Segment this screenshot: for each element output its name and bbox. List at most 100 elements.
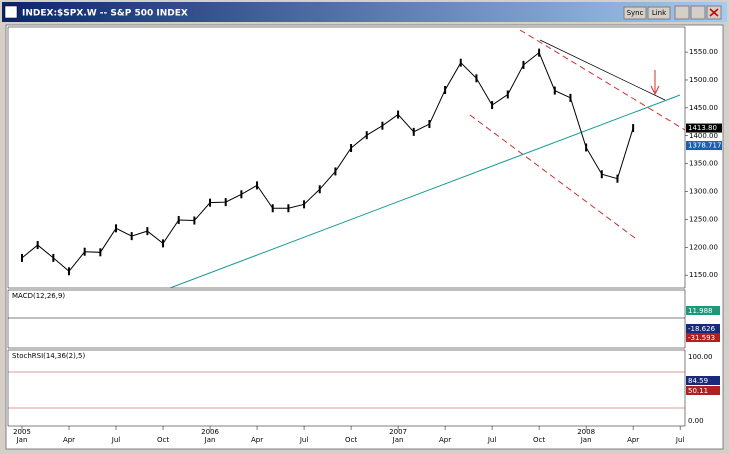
x-tick-label: Jul (675, 436, 685, 444)
y-tick-label: 1550.00 (689, 48, 718, 56)
price-bar (381, 121, 384, 130)
year-label: 2008 (577, 428, 595, 436)
price-bar (600, 170, 603, 179)
price-bar (303, 200, 306, 209)
price-bar (569, 93, 572, 102)
price-bar (83, 247, 86, 256)
y-tick-label: 1450.00 (689, 104, 718, 112)
x-tick-label: Apr (439, 436, 451, 444)
price-bar (538, 48, 541, 57)
price-bar (193, 216, 196, 225)
x-tick-label: Apr (251, 436, 263, 444)
stoch-value: 100.00 (688, 353, 713, 361)
y-tick-label: 1350.00 (689, 160, 718, 168)
price-bar (459, 58, 462, 67)
price-line (21, 51, 634, 272)
x-tick-label: Oct (533, 436, 545, 444)
stoch-title: StochRSI(14,36(2),5) (12, 352, 85, 360)
price-bar (475, 74, 478, 83)
x-tick-label: Jan (16, 436, 28, 444)
macd-pane (7, 289, 686, 349)
x-tick-label: Jul (299, 436, 309, 444)
channel-line (519, 29, 686, 131)
price-bar (522, 60, 525, 69)
sync-button[interactable] (623, 6, 647, 20)
price-bar (287, 204, 290, 213)
minimize-button[interactable] (674, 5, 690, 20)
stoch-value: 0.00 (688, 417, 704, 425)
close-icon (709, 8, 719, 17)
y-tick-label: 1200.00 (689, 243, 718, 251)
x-tick-label: Apr (63, 436, 75, 444)
price-bar (350, 144, 353, 153)
value-box (686, 386, 720, 395)
price-bar (632, 124, 635, 133)
link-label[interactable]: Link (652, 9, 667, 17)
price-bar (553, 86, 556, 95)
macd-value: -18.626 (688, 325, 716, 333)
last-value: 1413.80 (688, 124, 717, 132)
x-tick-label: Apr (627, 436, 639, 444)
price-bar (68, 267, 71, 276)
stoch-value: 84.59 (688, 377, 708, 385)
last-value-box (686, 123, 722, 133)
x-tick-label: Jan (204, 436, 216, 444)
sync-label[interactable]: Sync (627, 9, 644, 17)
price-bar (115, 224, 118, 233)
macd-value: 11.988 (688, 307, 713, 315)
stoch-value: 50.11 (688, 387, 708, 395)
price-bar (162, 239, 165, 248)
price-bar (36, 241, 39, 250)
price-bar (209, 198, 212, 207)
macd-title: MACD(12,26,9) (12, 292, 65, 300)
maximize-button[interactable] (690, 5, 706, 20)
window-title: INDEX:$SPX.W -- S&P 500 INDEX (22, 9, 188, 19)
price-bar (444, 86, 447, 95)
ma-value: 1378.717 (688, 142, 721, 150)
arrow (650, 70, 660, 96)
value-box (686, 306, 720, 315)
year-label: 2007 (389, 428, 407, 436)
price-bar (585, 143, 588, 152)
link-button[interactable] (647, 6, 671, 20)
price-bar (491, 101, 494, 110)
value-box (686, 333, 720, 342)
ma-value-box (686, 141, 722, 151)
macd-value: -31.593 (688, 334, 715, 342)
x-tick-label: Oct (157, 436, 169, 444)
price-pane (7, 26, 686, 289)
price-bar (318, 185, 321, 194)
price-bar (130, 232, 133, 241)
x-tick-label: Jul (487, 436, 497, 444)
app-icon (4, 5, 18, 19)
price-bar (365, 131, 368, 140)
price-bar (256, 181, 259, 190)
stoch-pane (7, 349, 686, 427)
x-tick-label: Jan (580, 436, 592, 444)
price-bar (224, 198, 227, 207)
price-bar (240, 190, 243, 199)
price-bar (506, 90, 509, 99)
price-bar (99, 248, 102, 257)
y-tick-label: 1400.00 (689, 132, 718, 140)
x-tick-label: Jan (392, 436, 404, 444)
x-tick-label: Jul (111, 436, 121, 444)
x-tick-label: Oct (345, 436, 357, 444)
y-tick-label: 1300.00 (689, 188, 718, 196)
price-bar (177, 215, 180, 224)
price-bar (616, 174, 619, 183)
y-tick-label: 1150.00 (689, 271, 718, 279)
price-bar (428, 120, 431, 129)
price-bar (271, 204, 274, 213)
year-label: 2006 (201, 428, 219, 436)
trendline (539, 39, 666, 101)
value-box (686, 324, 720, 333)
price-bar (21, 253, 23, 262)
price-bar (334, 167, 337, 176)
y-tick-label: 1250.00 (689, 215, 718, 223)
title-bar (2, 2, 727, 22)
price-bar (412, 127, 415, 136)
value-box (686, 376, 720, 385)
price-bar (52, 253, 55, 262)
